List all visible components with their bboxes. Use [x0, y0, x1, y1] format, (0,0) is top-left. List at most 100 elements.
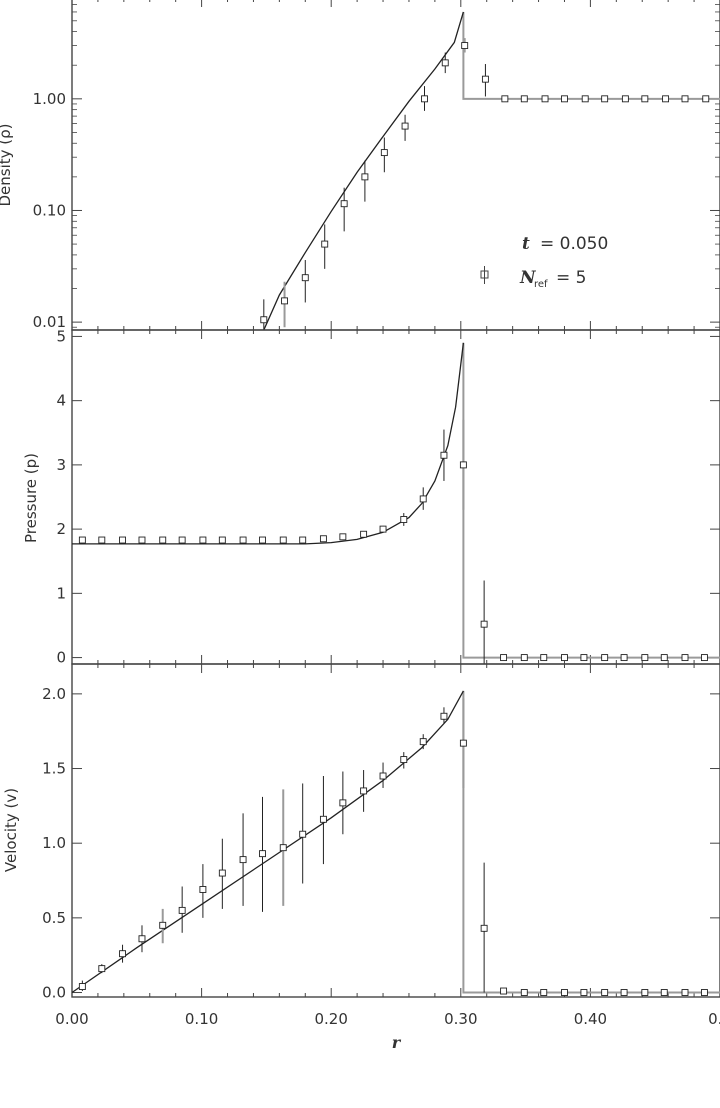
- pressure-analytic-line: [72, 342, 465, 545]
- pressure-data-point: [700, 654, 708, 662]
- pressure-data-point: [138, 536, 146, 544]
- pressure-data-point: [339, 533, 347, 541]
- pressure-data-point: [681, 654, 689, 662]
- pressure-data-point: [419, 495, 427, 503]
- velocity-data-point: [601, 989, 609, 996]
- density-ytick-label: 1.00: [33, 90, 66, 108]
- density-data-point: [561, 95, 568, 103]
- density-ytick-label: 0.10: [33, 201, 66, 219]
- pressure-data-point: [601, 654, 609, 662]
- velocity-data-point: [178, 906, 186, 914]
- velocity-data-point: [540, 989, 548, 996]
- velocity-data-point: [700, 989, 708, 996]
- pressure-data-point: [520, 654, 528, 662]
- velocity-data-point: [159, 921, 167, 929]
- velocity-data-point: [419, 738, 427, 746]
- pressure-data-point: [459, 461, 467, 469]
- velocity-data-point: [681, 989, 689, 996]
- velocity-data-point: [98, 965, 106, 973]
- density-ytick-label: 0.01: [33, 313, 66, 331]
- velocity-analytic-line: [72, 690, 464, 994]
- velocity-frame: [71, 663, 720, 998]
- legend-time-value: = 0.050: [540, 234, 608, 254]
- pressure-plot-area: [72, 342, 720, 664]
- pressure-data-point: [500, 654, 508, 662]
- pressure-data-point: [299, 536, 307, 544]
- density-plot-area: [260, 11, 720, 330]
- x-axis-label: r: [392, 1033, 402, 1052]
- pressure-ytick-label: 5: [56, 327, 66, 345]
- legend-series-sub: ref: [534, 279, 548, 290]
- density-data-point: [641, 95, 649, 103]
- velocity-plot-area: [72, 690, 720, 996]
- legend-series-value: = 5: [556, 268, 586, 288]
- velocity-data-point: [78, 983, 86, 990]
- velocity-data-point: [520, 989, 528, 996]
- plot-stack: 0.01 0.10 1.00 0 1 2 3 4 5 0.0 0.5 1.0 1.5 2.0 0.00 0.1…: [33, 0, 720, 1028]
- velocity-data-point: [480, 924, 488, 932]
- velocity-ytick-label: 1.5: [42, 760, 66, 778]
- pressure-data-point: [218, 536, 226, 544]
- velocity-ytick-label: 0.5: [42, 909, 66, 927]
- density-data-point: [541, 95, 549, 103]
- density-ylabel: Density (ρ): [0, 123, 14, 206]
- velocity-data-point: [199, 886, 207, 893]
- velocity-data-point: [259, 850, 266, 858]
- density-data-point: [481, 75, 489, 83]
- velocity-data-point: [279, 844, 287, 852]
- velocity-data-point: [500, 987, 508, 995]
- density-data-point: [621, 95, 629, 103]
- pressure-ytick-label: 4: [56, 392, 66, 410]
- velocity-data-point: [218, 869, 226, 877]
- legend-time-symbol: t: [522, 234, 530, 254]
- density-data-point: [321, 240, 329, 248]
- pressure-data-point: [259, 536, 266, 544]
- velocity-panel: 0.0 0.5 1.0 1.5 2.0 0.00 0.10 0.20 0.30 0.40 0.5: [42, 663, 720, 1028]
- velocity-ytick-label: 1.0: [42, 834, 66, 852]
- pressure-data-point: [620, 654, 628, 662]
- pressure-data-point: [119, 536, 126, 544]
- density-data-point: [520, 95, 528, 103]
- density-data-point: [681, 95, 689, 103]
- pressure-data-point: [641, 654, 649, 662]
- density-data-point: [301, 274, 309, 282]
- pressure-data-point: [239, 536, 247, 544]
- pressure-data-point: [379, 525, 387, 533]
- pressure-data-point: [199, 536, 207, 544]
- velocity-data-point: [239, 856, 247, 864]
- velocity-data-point: [119, 950, 126, 958]
- density-data-point: [401, 122, 409, 130]
- pressure-ylabel: Pressure (p): [22, 453, 40, 543]
- velocity-ytick-label: 2.0: [42, 685, 66, 703]
- x-tick-label: 0.30: [444, 1010, 477, 1028]
- velocity-data-point: [561, 989, 568, 996]
- pressure-ytick-label: 3: [56, 456, 66, 474]
- pressure-data-point: [178, 536, 186, 544]
- pressure-ytick-label: 1: [56, 584, 66, 602]
- velocity-data-point: [138, 935, 146, 943]
- density-data-point: [260, 316, 268, 324]
- pressure-data-point: [660, 654, 668, 662]
- velocity-data-point: [660, 989, 668, 996]
- pressure-data-point: [319, 535, 327, 543]
- pressure-data-point: [480, 620, 488, 628]
- velocity-data-point: [641, 989, 649, 996]
- velocity-ylabel: Velocity (v): [2, 788, 20, 872]
- density-data-point: [461, 42, 469, 50]
- density-panel: 0.01 0.10 1.00: [33, 0, 720, 331]
- legend: t = 0.050 N ref = 5: [480, 234, 608, 290]
- density-data-point: [702, 95, 710, 103]
- density-data-point: [662, 95, 670, 103]
- velocity-data-point: [400, 756, 408, 764]
- pressure-data-point: [279, 536, 287, 544]
- pressure-data-point: [540, 654, 548, 662]
- pressure-data-point: [159, 536, 167, 544]
- legend-series-symbol: N: [519, 268, 537, 288]
- density-data-point: [361, 173, 369, 181]
- density-data-point: [581, 95, 589, 103]
- pressure-data-point: [98, 536, 106, 544]
- density-data-point: [340, 200, 348, 208]
- velocity-data-point: [319, 815, 327, 823]
